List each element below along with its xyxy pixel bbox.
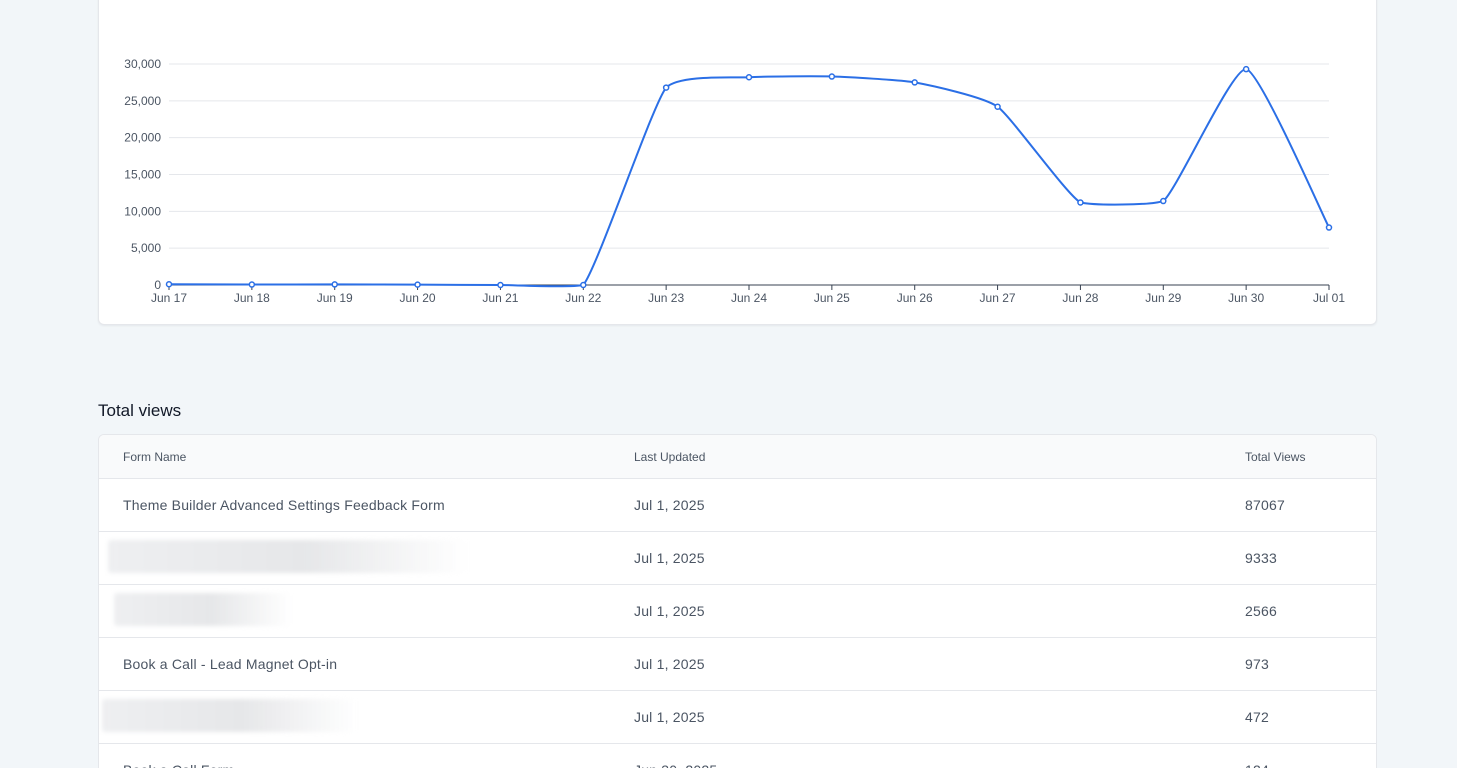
y-tick-label: 15,000 xyxy=(124,168,161,182)
data-point[interactable] xyxy=(911,79,918,86)
redacted-form-name xyxy=(108,540,468,573)
last-updated-cell: Jun 30, 2025 xyxy=(634,762,717,768)
redacted-form-name xyxy=(102,699,357,732)
total-views-cell: 124 xyxy=(1245,762,1269,768)
y-tick-label: 5,000 xyxy=(131,241,161,255)
y-tick-label: 10,000 xyxy=(124,204,161,218)
y-tick-label: 30,000 xyxy=(124,57,161,71)
form-name-cell[interactable]: Book a Call - Lead Magnet Opt-in xyxy=(123,656,338,672)
section-title-total-views: Total views xyxy=(98,401,182,420)
data-point[interactable] xyxy=(331,281,338,288)
total-views-cell: 973 xyxy=(1245,656,1269,672)
x-tick-label: Jun 23 xyxy=(648,291,684,305)
data-point[interactable] xyxy=(1077,199,1084,206)
x-tick-label: Jun 19 xyxy=(317,291,353,305)
x-tick-label: Jun 24 xyxy=(731,291,767,305)
chart-gridlines xyxy=(169,63,1329,286)
data-point[interactable] xyxy=(414,281,421,288)
table-row[interactable]: Jul 1, 2025 9333 xyxy=(99,532,1376,585)
y-tick-label: 25,000 xyxy=(124,94,161,108)
table-row[interactable]: Theme Builder Advanced Settings Feedback… xyxy=(99,479,1376,532)
x-tick-label: Jun 29 xyxy=(1145,291,1181,305)
form-name-cell[interactable]: Theme Builder Advanced Settings Feedback… xyxy=(123,497,445,513)
last-updated-cell: Jul 1, 2025 xyxy=(634,656,705,672)
data-point[interactable] xyxy=(994,103,1001,110)
data-point[interactable] xyxy=(248,281,256,288)
total-views-cell: 9333 xyxy=(1245,550,1277,566)
column-header-last-updated[interactable]: Last Updated xyxy=(634,450,706,464)
total-views-cell: 87067 xyxy=(1245,497,1285,513)
data-point[interactable] xyxy=(828,73,836,80)
last-updated-cell: Jul 1, 2025 xyxy=(634,709,705,725)
table-row[interactable]: Jul 1, 2025 2566 xyxy=(99,585,1376,638)
x-tick-label: Jun 27 xyxy=(980,291,1016,305)
last-updated-cell: Jul 1, 2025 xyxy=(634,497,705,513)
x-tick-label: Jun 22 xyxy=(565,291,601,305)
table-header: Form Name Last Updated Total Views xyxy=(99,435,1376,479)
total-views-cell: 472 xyxy=(1245,709,1269,725)
x-tick-label: Jun 20 xyxy=(400,291,436,305)
table-row[interactable]: Book a Call - Lead Magnet Opt-in Jul 1, 2… xyxy=(99,638,1376,691)
column-header-form-name[interactable]: Form Name xyxy=(123,450,187,464)
data-point[interactable] xyxy=(662,84,670,91)
last-updated-cell: Jul 1, 2025 xyxy=(634,550,705,566)
y-tick-label: 20,000 xyxy=(124,131,161,145)
data-point[interactable] xyxy=(745,74,753,81)
data-point[interactable] xyxy=(580,281,587,289)
x-tick-label: Jun 18 xyxy=(234,291,270,305)
x-axis-ticks: Jun 17 Jun 18 Jun 19 Jun 20 Jun 21 Jun 22 Jun … xyxy=(151,285,1345,305)
x-tick-label: Jun 25 xyxy=(814,291,850,305)
form-name-cell[interactable]: Book a Call Form xyxy=(123,762,234,768)
column-header-total-views[interactable]: Total Views xyxy=(1245,450,1306,464)
table-row[interactable]: Jul 1, 2025 472 xyxy=(99,691,1376,744)
x-tick-label: Jun 26 xyxy=(897,291,933,305)
x-tick-label: Jul 01 xyxy=(1313,291,1345,305)
data-points xyxy=(165,65,1333,289)
data-point[interactable] xyxy=(1242,65,1250,73)
x-tick-label: Jun 30 xyxy=(1228,291,1264,305)
y-tick-label: 0 xyxy=(154,278,161,292)
views-chart-card: 0 5,000 10,000 15,000 20,000 25,000 30,000 Jun… xyxy=(98,0,1377,325)
total-views-cell: 2566 xyxy=(1245,603,1277,619)
table-row[interactable]: Book a Call Form Jun 30, 2025 124 xyxy=(99,744,1376,768)
last-updated-cell: Jul 1, 2025 xyxy=(634,603,705,619)
data-point[interactable] xyxy=(165,281,173,288)
table-body: Theme Builder Advanced Settings Feedback… xyxy=(99,479,1376,768)
x-tick-label: Jun 28 xyxy=(1062,291,1098,305)
x-tick-label: Jun 17 xyxy=(151,291,187,305)
views-line-chart: 0 5,000 10,000 15,000 20,000 25,000 30,000 Jun… xyxy=(124,57,1345,305)
data-point[interactable] xyxy=(1160,197,1167,205)
total-views-table: Form Name Last Updated Total Views Theme… xyxy=(98,434,1377,768)
y-axis-ticks: 0 5,000 10,000 15,000 20,000 25,000 30,000 xyxy=(124,57,161,292)
redacted-form-name xyxy=(114,593,292,626)
x-tick-label: Jun 21 xyxy=(482,291,518,305)
data-point[interactable] xyxy=(497,281,504,289)
views-series-line xyxy=(168,68,1330,288)
data-point[interactable] xyxy=(1325,224,1333,231)
